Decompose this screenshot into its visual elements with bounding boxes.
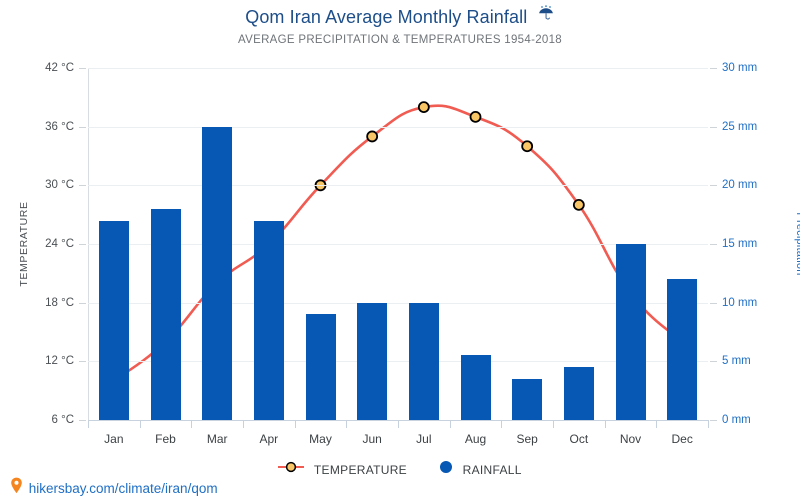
y-axis-right-tick-label: 0 mm <box>722 414 751 426</box>
x-axis-label-jul: Jul <box>416 432 432 446</box>
x-axis-tick <box>191 420 193 428</box>
y-axis-left-tick <box>79 185 86 187</box>
y-axis-right-tick-label: 20 mm <box>722 179 758 192</box>
legend-item-rainfall[interactable]: RAINFALL <box>439 461 522 478</box>
y-axis-right-tick-label: 30 mm <box>722 62 758 74</box>
rainfall-bar[interactable] <box>202 126 233 420</box>
gridline <box>88 126 708 128</box>
y-axis-left-tick <box>79 244 86 245</box>
y-axis-right-tick-label: 25 mm <box>722 120 758 133</box>
y-axis-left-tick-label: 24 °C <box>45 238 74 250</box>
y-axis-left-tick-label: 18 °C <box>45 296 74 309</box>
x-axis-label-sep: Sep <box>516 432 538 446</box>
y-axis-left-tick <box>79 302 86 304</box>
temperature-marker[interactable]: Jun: 35 °C <box>366 130 379 143</box>
x-axis-label-jun: Jun <box>362 432 382 446</box>
x-axis-label-may: May <box>309 432 332 446</box>
y-axis-right-tick <box>710 126 717 128</box>
y-axis-right-tick <box>710 361 717 363</box>
temperature-marker[interactable]: Sep: 34 °C <box>521 140 534 153</box>
rainfall-bar[interactable] <box>615 244 646 420</box>
y-axis-right-tick <box>710 420 717 421</box>
legend-label-temperature: TEMPERATURE <box>313 462 407 477</box>
x-axis-label-oct: Oct <box>569 432 589 446</box>
x-axis-tick <box>656 420 658 428</box>
x-axis-label-feb: Feb <box>155 432 176 446</box>
y-axis-right-tick <box>710 302 717 304</box>
rainfall-bar[interactable] <box>460 355 491 420</box>
rainfall-bar[interactable] <box>408 302 439 420</box>
y-axis-left-tick-label: 36 °C <box>45 120 74 133</box>
rainfall-bar[interactable] <box>150 208 181 420</box>
gridline <box>88 68 708 69</box>
rainfall-bar[interactable] <box>305 314 336 420</box>
rainfall-bar[interactable] <box>667 279 698 420</box>
x-axis-tick <box>346 420 348 428</box>
source-url: hikersbay.com/climate/iran/qom <box>28 480 218 496</box>
x-axis-label-nov: Nov <box>619 432 642 446</box>
y-axis-right-tick <box>710 185 717 187</box>
y-axis-right-tick <box>710 68 717 69</box>
rainfall-bar[interactable] <box>253 220 284 420</box>
y-axis-left-tick-label: 6 °C <box>51 414 75 426</box>
gridline <box>88 244 708 245</box>
rainfall-bar[interactable] <box>563 367 594 420</box>
chart-header: Qom Iran Average Monthly Rainfall <box>0 5 800 29</box>
x-axis-label-mar: Mar <box>206 432 228 446</box>
y-axis-left-tick-label: 42 °C <box>45 62 74 74</box>
temperature-marker[interactable]: Aug: 37 °C <box>469 110 482 123</box>
y-axis-right-title: Precipitation <box>794 212 800 276</box>
legend-label-rainfall: RAINFALL <box>462 462 522 477</box>
x-axis-tick <box>604 420 606 428</box>
chart-legend: TEMPERATURE RAINFALL <box>0 461 800 478</box>
x-axis-tick <box>398 420 399 428</box>
y-axis-left-tick <box>79 420 86 421</box>
y-axis-right-tick-label: 10 mm <box>722 296 758 309</box>
gridline <box>88 185 708 187</box>
x-axis-tick <box>708 420 709 428</box>
y-axis-left-tick <box>79 126 86 128</box>
legend-item-temperature[interactable]: TEMPERATURE <box>278 462 407 477</box>
x-axis-label-apr: Apr <box>259 432 279 446</box>
page-title: Qom Iran Average Monthly Rainfall <box>245 7 528 27</box>
line-circle-marker-icon <box>278 461 305 476</box>
chart-subtitle: AVERAGE PRECIPITATION & TEMPERATURES 195… <box>238 34 562 46</box>
umbrella-rain-icon <box>537 5 555 28</box>
filled-circle-marker-icon <box>439 460 453 477</box>
y-axis-right-tick-label: 5 mm <box>722 355 751 368</box>
y-axis-left-tick-label: 12 °C <box>45 355 74 368</box>
y-axis-right-tick <box>710 244 717 245</box>
x-axis-tick <box>294 420 296 428</box>
gridline <box>88 361 708 363</box>
x-axis-label-jan: Jan <box>104 432 124 446</box>
y-axis-left-tick-label: 30 °C <box>45 179 74 192</box>
temperature-marker[interactable]: Jul: 38 °C <box>417 101 430 114</box>
source-link[interactable]: hikersbay.com/climate/iran/qom <box>10 477 218 498</box>
x-axis-label-dec: Dec <box>671 432 693 446</box>
x-axis-tick <box>88 420 89 428</box>
location-pin-icon <box>10 477 23 497</box>
rainfall-bar[interactable] <box>512 378 543 420</box>
rainfall-bar[interactable] <box>98 220 129 420</box>
rainfall-bar[interactable] <box>357 302 388 420</box>
x-axis-label-aug: Aug <box>464 432 487 446</box>
y-axis-right-tick-label: 15 mm <box>722 238 758 250</box>
y-axis-left-tick <box>79 361 86 363</box>
gridline <box>88 302 708 304</box>
x-axis-tick <box>139 420 141 428</box>
x-axis-tick <box>501 420 503 428</box>
x-axis-tick <box>449 420 451 428</box>
x-axis-tick <box>243 420 244 428</box>
x-axis-tick <box>553 420 554 428</box>
y-axis-left-tick <box>79 68 86 69</box>
plot-area: TEMPERATURE Precipitation Jan: 10 °CFeb:… <box>18 62 800 446</box>
temperature-marker[interactable]: Oct: 28 °C <box>572 198 585 211</box>
